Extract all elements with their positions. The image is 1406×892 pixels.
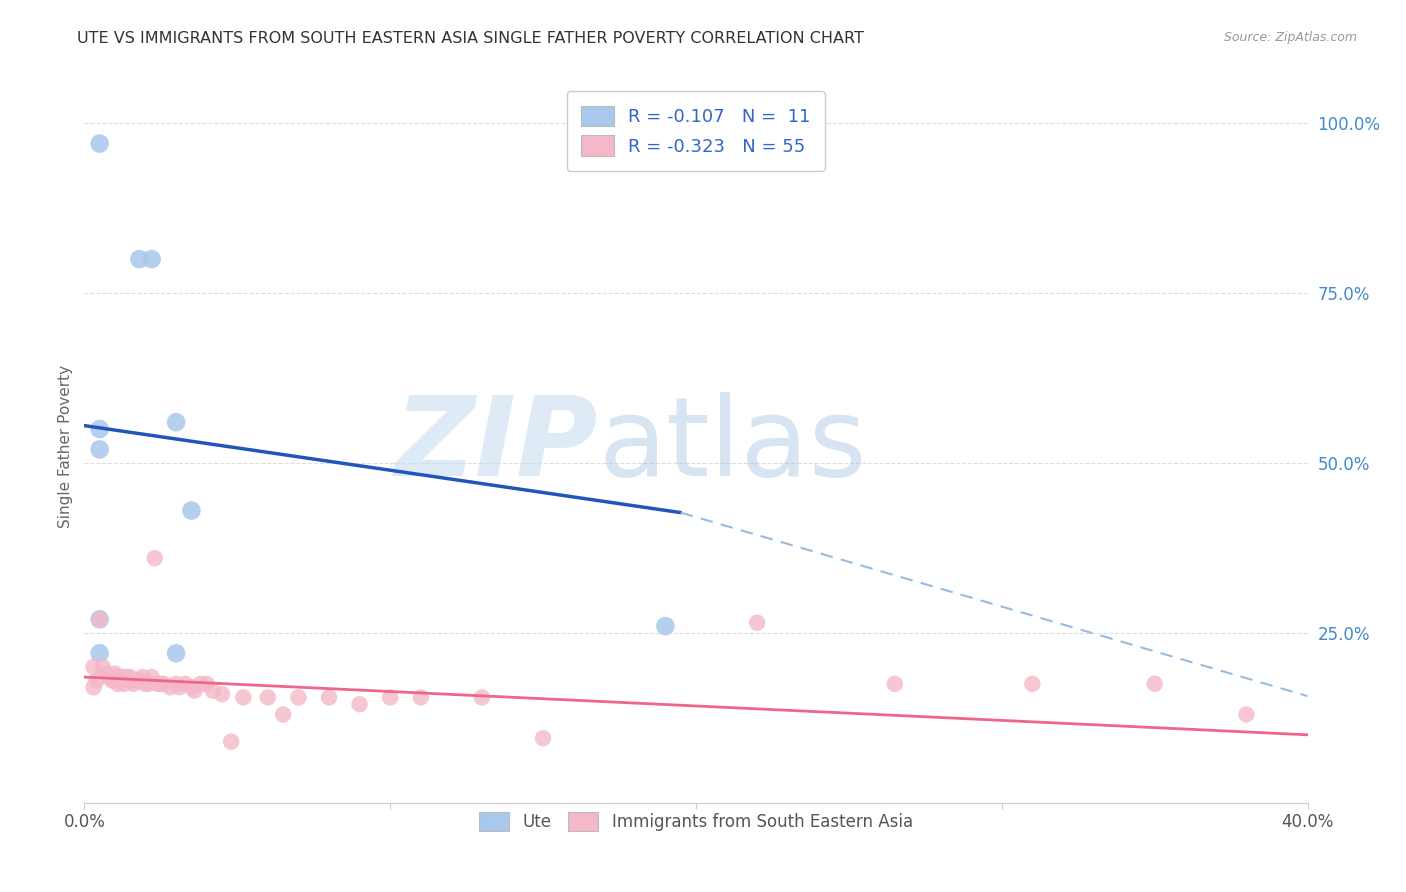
Point: [195, 677, 218, 691]
Point: [201, 683, 224, 698]
Point: [89, 612, 111, 626]
Point: [180, 503, 202, 517]
Point: [89, 612, 111, 626]
Point: [89, 442, 111, 457]
Point: [190, 677, 212, 691]
Point: [380, 690, 402, 705]
Point: [125, 673, 148, 688]
Point: [120, 673, 142, 688]
Point: [153, 677, 176, 691]
Point: [271, 707, 294, 722]
Point: [128, 673, 150, 688]
Point: [257, 690, 280, 705]
Point: [128, 252, 150, 266]
Point: [167, 680, 190, 694]
Point: [409, 690, 432, 705]
Text: atlas: atlas: [598, 392, 866, 500]
Point: [138, 677, 160, 691]
Point: [183, 683, 205, 698]
Text: ZIP: ZIP: [395, 392, 598, 500]
Point: [115, 670, 138, 684]
Point: [747, 615, 769, 630]
Point: [1143, 677, 1166, 691]
Point: [107, 677, 129, 691]
Point: [146, 677, 169, 691]
Point: [89, 422, 111, 436]
Point: [883, 677, 905, 691]
Point: [165, 677, 187, 691]
Point: [83, 680, 105, 694]
Point: [104, 673, 127, 688]
Point: [112, 670, 135, 684]
Point: [318, 690, 340, 705]
Point: [180, 680, 202, 694]
Point: [101, 673, 124, 688]
Y-axis label: Single Father Poverty: Single Father Poverty: [58, 365, 73, 527]
Point: [83, 660, 105, 674]
Point: [141, 252, 163, 266]
Point: [654, 619, 676, 633]
Point: [165, 415, 187, 429]
Point: [112, 677, 135, 691]
Point: [165, 646, 187, 660]
Text: UTE VS IMMIGRANTS FROM SOUTH EASTERN ASIA SINGLE FATHER POVERTY CORRELATION CHAR: UTE VS IMMIGRANTS FROM SOUTH EASTERN ASI…: [77, 31, 865, 46]
Legend: Ute, Immigrants from South Eastern Asia: Ute, Immigrants from South Eastern Asia: [465, 798, 927, 845]
Point: [1021, 677, 1043, 691]
Point: [94, 666, 117, 681]
Point: [120, 670, 142, 684]
Point: [141, 670, 163, 684]
Point: [143, 551, 166, 566]
Point: [174, 677, 197, 691]
Point: [159, 680, 181, 694]
Point: [149, 677, 172, 691]
Point: [110, 670, 132, 684]
Point: [107, 670, 129, 684]
Point: [232, 690, 254, 705]
Point: [97, 670, 120, 684]
Point: [471, 690, 494, 705]
Point: [122, 677, 145, 691]
Point: [211, 687, 233, 701]
Point: [219, 734, 242, 748]
Point: [1236, 707, 1258, 722]
Point: [287, 690, 309, 705]
Point: [89, 646, 111, 660]
Point: [89, 136, 111, 151]
Point: [86, 673, 108, 688]
Point: [131, 670, 153, 684]
Text: Source: ZipAtlas.com: Source: ZipAtlas.com: [1223, 31, 1357, 45]
Point: [349, 698, 371, 712]
Point: [91, 660, 114, 674]
Point: [135, 677, 157, 691]
Point: [531, 731, 554, 746]
Point: [104, 666, 127, 681]
